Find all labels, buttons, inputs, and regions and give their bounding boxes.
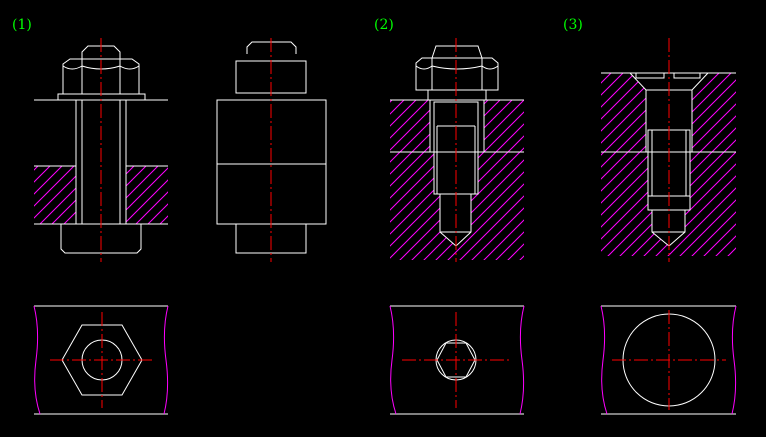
lower-plate-left-hatch	[34, 166, 76, 224]
countersunk-screw-section-view	[601, 38, 736, 262]
view-label-3: (3)	[563, 17, 583, 33]
view-label-2: (2)	[374, 17, 394, 33]
plan-view-3	[600, 305, 737, 415]
bolt-joint-exterior-view	[216, 38, 327, 262]
bolt-joint-section-view	[34, 38, 168, 262]
lower-plate-right-hatch	[126, 166, 168, 224]
plan-view-2	[389, 305, 525, 415]
view-label-1: (1)	[12, 17, 32, 33]
screw-in-tapped-hole-section-view	[390, 38, 524, 262]
plan-view-1	[33, 305, 169, 415]
